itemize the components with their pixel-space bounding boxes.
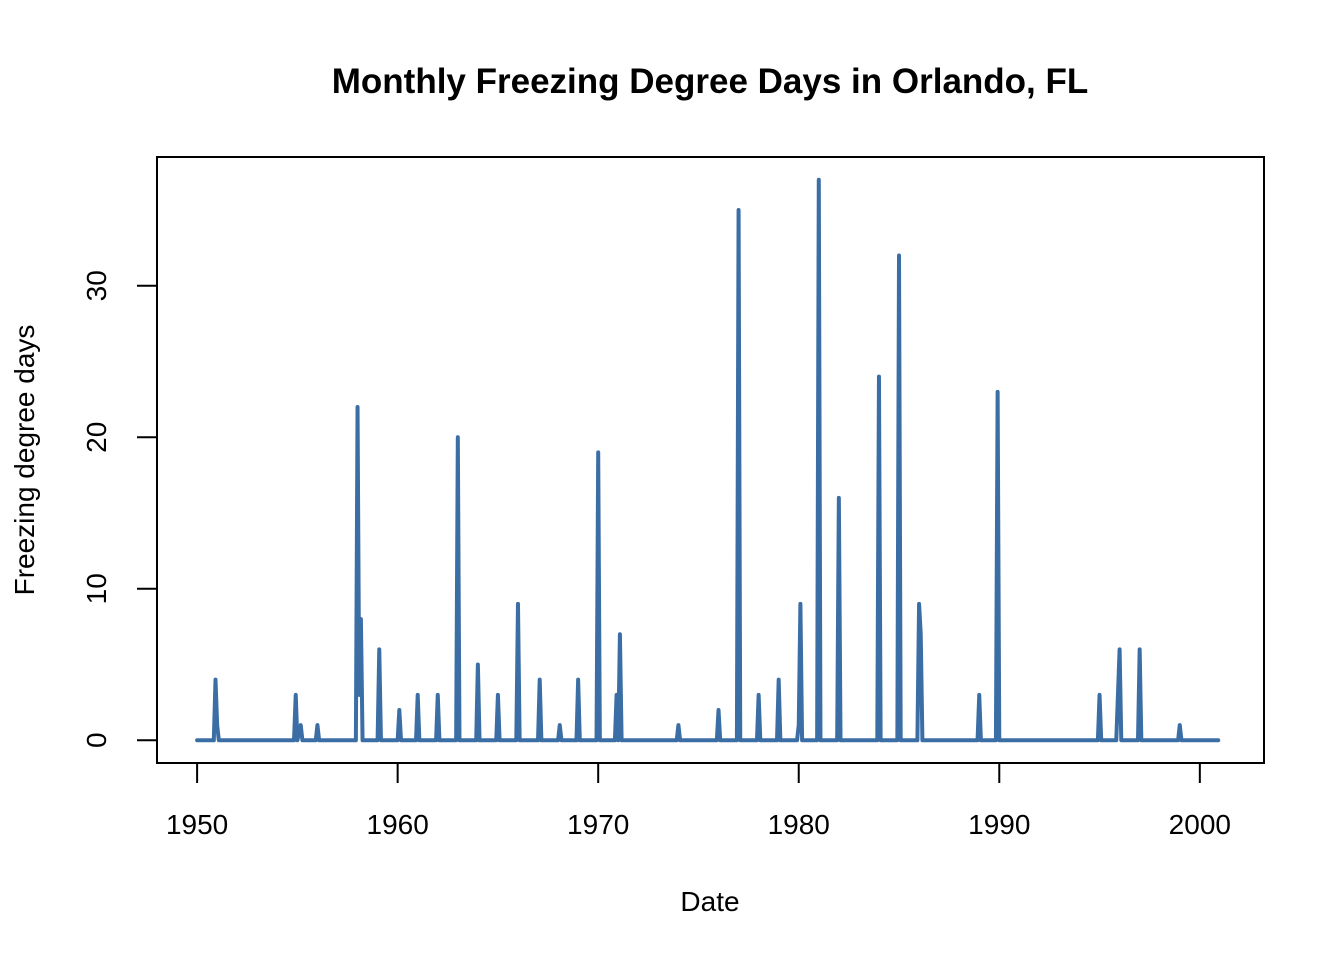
x-tick-label: 1950 [166,809,228,840]
chart-title: Monthly Freezing Degree Days in Orlando,… [332,62,1089,101]
y-tick-label: 30 [81,270,112,301]
x-tick-label: 1990 [968,809,1030,840]
series-layer [195,177,1221,743]
x-axis: 1950 1960 1970 1980 1990 2000 [166,762,1231,840]
x-tick-label: 1980 [768,809,830,840]
y-tick-label: 20 [81,422,112,453]
x-tick-label: 1960 [367,809,429,840]
y-tick-label: 0 [81,732,112,748]
y-axis-label: Freezing degree days [9,325,40,596]
series-line [195,177,1221,743]
x-tick-label: 2000 [1169,809,1231,840]
x-axis-label: Date [680,886,739,917]
y-axis: 0 10 20 30 [81,270,158,748]
plot-frame [156,156,1265,764]
y-tick-label: 10 [81,573,112,604]
x-tick-label: 1970 [567,809,629,840]
